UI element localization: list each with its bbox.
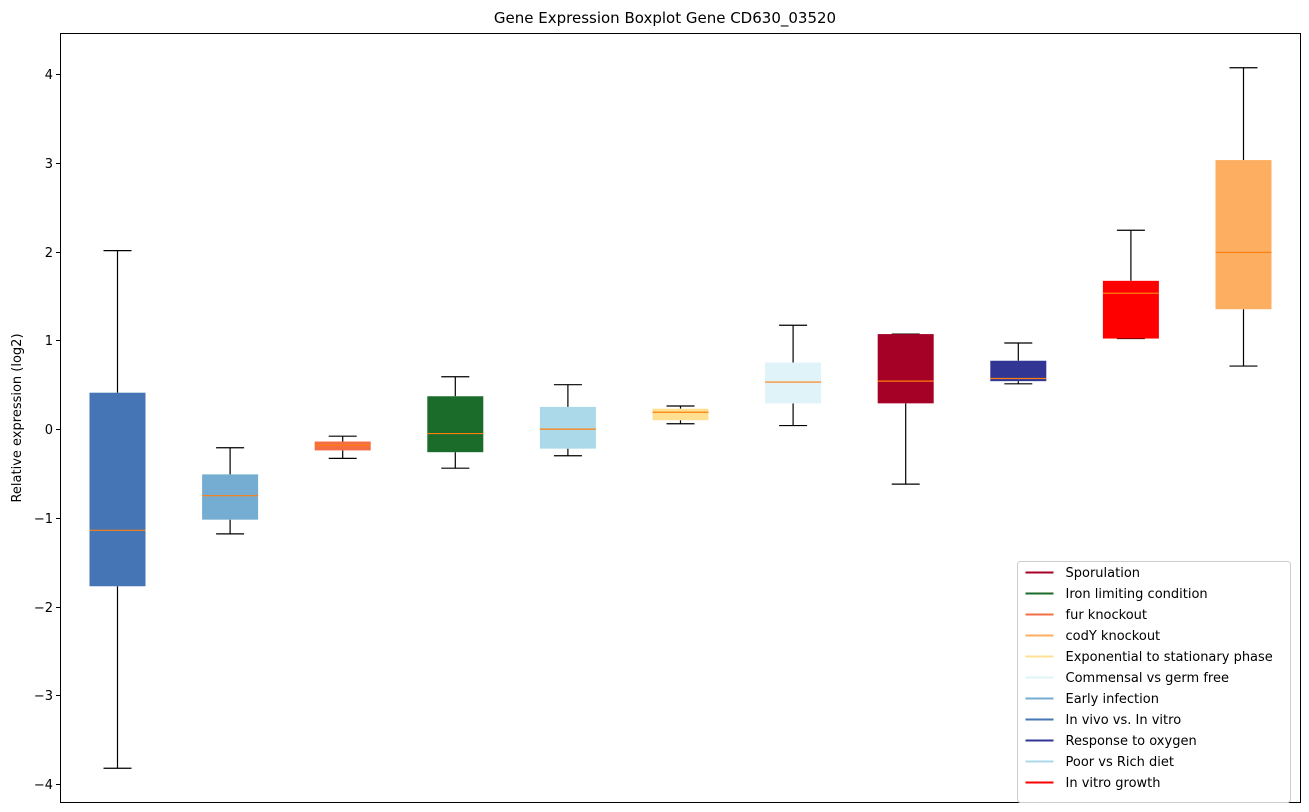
box-group bbox=[202, 447, 259, 535]
box bbox=[990, 360, 1047, 382]
y-tick-label: −3 bbox=[34, 689, 53, 704]
legend-label: Exponential to stationary phase bbox=[1066, 650, 1273, 665]
box-group bbox=[1102, 229, 1159, 340]
y-axis-label: Relative expression (log2) bbox=[10, 333, 25, 502]
y-tick-label: 4 bbox=[45, 68, 53, 83]
box bbox=[314, 441, 371, 451]
legend-item: Poor vs Rich diet bbox=[1025, 755, 1174, 770]
legend-label: Poor vs Rich diet bbox=[1066, 755, 1174, 770]
box-group bbox=[765, 324, 822, 427]
legend-label: Iron limiting condition bbox=[1066, 587, 1208, 602]
box bbox=[765, 362, 822, 404]
legend-item: In vitro growth bbox=[1025, 776, 1161, 791]
box bbox=[202, 474, 259, 520]
y-tick-label: −2 bbox=[34, 601, 53, 616]
box-group bbox=[990, 342, 1047, 385]
box bbox=[89, 392, 146, 587]
legend-label: Sporulation bbox=[1066, 566, 1141, 581]
y-tick-label: 0 bbox=[45, 423, 53, 438]
chart-title: Gene Expression Boxplot Gene CD630_03520 bbox=[494, 9, 836, 28]
box-group bbox=[539, 384, 596, 457]
legend-item: Iron limiting condition bbox=[1025, 587, 1208, 602]
y-tick-label: 1 bbox=[45, 334, 53, 349]
box bbox=[427, 396, 484, 453]
legend-item: In vivo vs. In vitro bbox=[1025, 713, 1182, 728]
box-group bbox=[314, 435, 371, 459]
box bbox=[652, 408, 709, 421]
legend-frame bbox=[1017, 561, 1291, 803]
legend-item: fur knockout bbox=[1025, 608, 1148, 623]
legend-label: fur knockout bbox=[1066, 608, 1148, 623]
legend-label: Response to oxygen bbox=[1066, 734, 1197, 749]
legend-label: In vivo vs. In vitro bbox=[1066, 713, 1182, 728]
y-axis-ticks: −4 −3 −2 −1 0 1 2 3 4 bbox=[34, 68, 61, 793]
box bbox=[877, 334, 934, 404]
box-group bbox=[427, 376, 484, 469]
legend-label: Commensal vs germ free bbox=[1066, 671, 1229, 686]
y-tick-label: 2 bbox=[45, 246, 53, 261]
box-group bbox=[89, 250, 146, 769]
box-group bbox=[877, 333, 934, 485]
legend-label: In vitro growth bbox=[1066, 776, 1161, 791]
legend-item: codY knockout bbox=[1025, 629, 1161, 644]
legend-item: Early infection bbox=[1025, 692, 1159, 707]
box bbox=[539, 406, 596, 449]
legend-item: Response to oxygen bbox=[1025, 734, 1197, 749]
box bbox=[1102, 280, 1159, 339]
box bbox=[1215, 160, 1272, 310]
legend-item: Commensal vs germ free bbox=[1025, 671, 1229, 686]
legend-item: Sporulation bbox=[1025, 566, 1141, 581]
plot-frame bbox=[60, 33, 1301, 803]
legend-item: Exponential to stationary phase bbox=[1025, 650, 1273, 665]
y-tick-label: −4 bbox=[34, 778, 53, 793]
legend-label: Early infection bbox=[1066, 692, 1159, 707]
legend: Sporulation Iron limiting condition fur kn… bbox=[1017, 561, 1291, 803]
y-tick-label: 3 bbox=[45, 157, 53, 172]
box-group bbox=[652, 405, 709, 425]
legend-label: codY knockout bbox=[1066, 629, 1161, 644]
box-group bbox=[1215, 67, 1272, 367]
boxes bbox=[89, 67, 1272, 769]
y-tick-label: −1 bbox=[34, 512, 53, 527]
